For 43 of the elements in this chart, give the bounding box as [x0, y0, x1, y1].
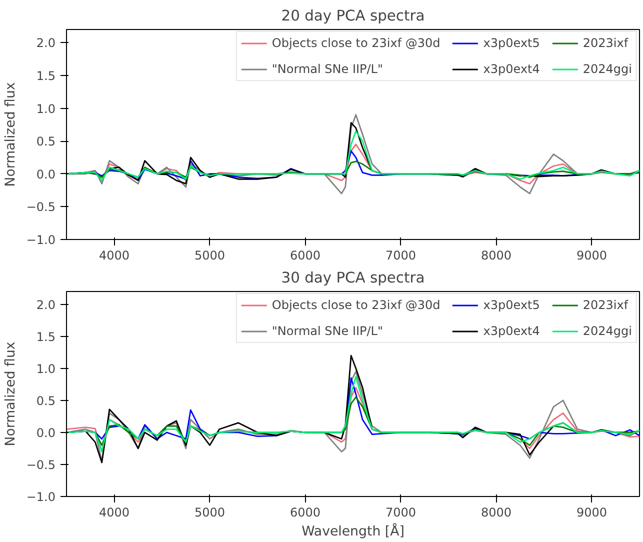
chart-title: 20 day PCA spectra [281, 8, 425, 24]
legend-label: x3p0ext5 [483, 298, 540, 312]
x-tick-label: 6000 [290, 248, 321, 262]
legend-label: 2024ggi [582, 62, 632, 76]
y-tick-label: 1.5 [36, 330, 56, 344]
y-tick-label: 1.5 [36, 68, 56, 83]
x-tick-label: 9000 [576, 506, 608, 520]
x-tick-label: 7000 [385, 248, 416, 262]
x-tick-label: 5000 [194, 248, 226, 262]
x-tick-label: 8000 [480, 506, 512, 520]
legend-label: 2023ixf [582, 298, 628, 312]
x-tick-label: 6000 [290, 506, 321, 520]
legend-label: x3p0ext4 [483, 62, 540, 76]
legend-label: "Normal SNe IIP/L" [272, 324, 384, 338]
y-tick-label: 0.5 [36, 134, 56, 149]
legend-label: Objects close to 23ixf @30d [272, 298, 440, 312]
legend-label: x3p0ext5 [483, 36, 540, 50]
y-tick-label: 2.0 [36, 298, 56, 312]
y-axis-title: Normalized flux [3, 342, 18, 446]
chart-title: 30 day PCA spectra [281, 270, 425, 286]
x-tick-label: 4000 [98, 248, 130, 262]
legend-label: 2024ggi [582, 324, 632, 338]
y-tick-label: −1.0 [26, 490, 56, 504]
x-tick-label: 7000 [385, 506, 416, 520]
legend-label: "Normal SNe IIP/L" [272, 62, 384, 76]
y-tick-label: 0.0 [36, 426, 56, 440]
x-axis-title: Wavelength [Å] [302, 522, 404, 540]
y-tick-label: 2.0 [36, 36, 56, 50]
y-tick-label: 1.0 [36, 102, 56, 116]
y-tick-label: −1.0 [26, 233, 56, 247]
y-axis-title: Normalized flux [3, 82, 18, 187]
x-tick-label: 5000 [194, 506, 226, 520]
y-tick-label: 1.0 [36, 362, 56, 376]
legend-label: 2023ixf [582, 36, 628, 50]
legend-label: Objects close to 23ixf @30d [272, 36, 440, 50]
y-tick-label: 0.0 [36, 167, 56, 182]
x-tick-label: 8000 [480, 248, 512, 262]
x-tick-label: 4000 [98, 506, 130, 520]
x-tick-label: 9000 [576, 248, 608, 262]
y-tick-label: 0.5 [36, 394, 56, 408]
legend-label: x3p0ext4 [483, 324, 540, 338]
y-tick-label: −0.5 [26, 458, 56, 472]
y-tick-label: −0.5 [26, 200, 56, 214]
